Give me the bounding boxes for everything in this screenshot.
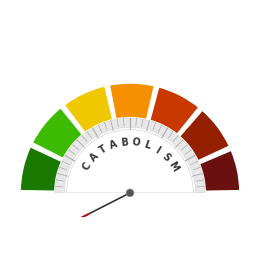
Text: O: O — [131, 137, 140, 148]
Text: A: A — [88, 151, 100, 163]
Circle shape — [126, 189, 134, 197]
Wedge shape — [199, 150, 240, 192]
Text: L: L — [142, 139, 151, 151]
Wedge shape — [20, 146, 62, 192]
Text: B: B — [120, 137, 128, 148]
Wedge shape — [64, 85, 113, 133]
Text: A: A — [108, 139, 118, 151]
Text: S: S — [160, 151, 172, 163]
Text: M: M — [166, 159, 180, 173]
Wedge shape — [109, 83, 155, 120]
Text: T: T — [98, 144, 108, 156]
Text: C: C — [81, 160, 93, 172]
Wedge shape — [179, 110, 230, 161]
Wedge shape — [67, 130, 193, 193]
Text: I: I — [153, 145, 161, 155]
Wedge shape — [55, 118, 205, 193]
Wedge shape — [32, 107, 83, 159]
Wedge shape — [150, 87, 199, 135]
Bar — [9, 193, 251, 248]
